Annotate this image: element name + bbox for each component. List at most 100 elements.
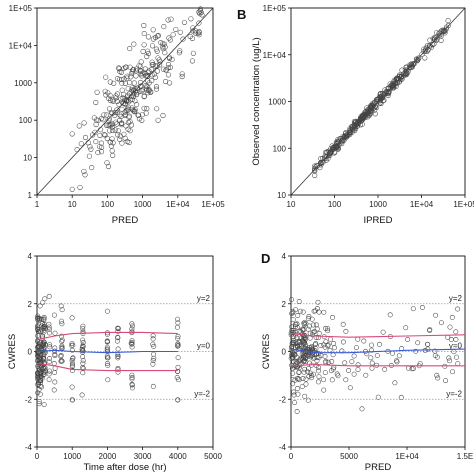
data-point (153, 86, 160, 92)
y-tick-label: 1E+04 (9, 41, 33, 50)
data-point (296, 369, 302, 375)
data-point (301, 327, 307, 332)
data-point (150, 358, 156, 363)
data-point (447, 324, 453, 330)
data-point (69, 131, 75, 137)
data-point (143, 110, 149, 116)
data-point (130, 108, 136, 114)
smooth-line (290, 333, 466, 338)
data-point (291, 351, 297, 357)
y-tick-label: 4 (28, 252, 33, 261)
data-point (41, 326, 47, 331)
data-point (402, 67, 408, 73)
data-point (52, 348, 58, 354)
data-point (128, 71, 134, 77)
data-point (36, 401, 42, 407)
data-point (312, 329, 317, 334)
data-point (145, 50, 151, 57)
data-point (144, 53, 150, 60)
data-point (110, 127, 116, 134)
data-point (46, 293, 52, 299)
data-point (179, 73, 185, 80)
data-point (104, 112, 110, 118)
x-tick-label: 2000 (99, 452, 117, 461)
data-point (175, 397, 181, 403)
data-point (80, 343, 86, 349)
data-point (393, 83, 399, 89)
data-point (340, 321, 346, 327)
data-point (129, 339, 135, 345)
data-point (58, 358, 64, 364)
data-point (150, 36, 156, 42)
data-point (321, 377, 327, 383)
data-point (394, 358, 399, 364)
data-point (289, 352, 295, 358)
data-point (129, 85, 135, 91)
data-point (128, 122, 135, 128)
smooth-line (290, 348, 466, 354)
data-point (140, 48, 146, 55)
data-point (42, 296, 48, 302)
data-point (160, 112, 166, 119)
data-point (303, 344, 309, 350)
data-point (425, 341, 431, 347)
data-point (129, 385, 135, 391)
data-point (302, 319, 308, 325)
data-point (177, 29, 183, 35)
data-point (39, 375, 45, 381)
data-point (299, 343, 305, 349)
data-point (38, 342, 44, 348)
data-point (175, 364, 181, 370)
data-point (111, 80, 117, 86)
data-point (52, 379, 58, 385)
data-point (149, 59, 155, 65)
data-point (139, 112, 145, 118)
y-tick-label: 100 (19, 116, 33, 125)
data-point (105, 362, 111, 368)
data-point (141, 42, 147, 48)
data-point (69, 397, 75, 403)
data-point (69, 358, 75, 363)
data-point (109, 110, 115, 116)
x-tick-label: 1E+04 (166, 200, 190, 209)
data-point (390, 84, 396, 90)
data-point (190, 50, 196, 56)
data-point (195, 30, 201, 36)
data-point (346, 368, 352, 373)
data-point (365, 109, 372, 115)
data-point (106, 106, 113, 112)
data-point (35, 350, 41, 356)
data-point (442, 27, 448, 33)
x-axis-label: PRED (365, 462, 392, 473)
data-point (141, 31, 147, 37)
data-point (38, 357, 44, 363)
data-point (35, 390, 41, 396)
data-point (309, 316, 315, 322)
data-point (150, 361, 156, 367)
data-point (298, 335, 304, 341)
data-point (302, 366, 308, 372)
data-point (333, 139, 339, 145)
data-point (97, 132, 103, 138)
data-point (175, 343, 181, 349)
data-point (151, 71, 157, 77)
data-point (162, 50, 168, 56)
data-point (41, 402, 47, 408)
data-point (89, 165, 95, 171)
data-point (129, 96, 135, 102)
data-point (114, 338, 120, 344)
data-point (129, 376, 135, 382)
data-point (438, 31, 444, 37)
y-tick-label: 10 (277, 191, 286, 200)
x-tick-label: 3000 (134, 452, 152, 461)
data-point (46, 371, 52, 377)
data-point (198, 9, 204, 15)
data-point (174, 324, 180, 330)
data-point (125, 126, 131, 132)
data-point (122, 80, 128, 86)
x-axis-label: PRED (112, 215, 139, 226)
data-point (297, 346, 303, 352)
x-tick-label: 1000 (369, 200, 387, 209)
data-point (115, 128, 121, 134)
data-point (145, 34, 152, 40)
